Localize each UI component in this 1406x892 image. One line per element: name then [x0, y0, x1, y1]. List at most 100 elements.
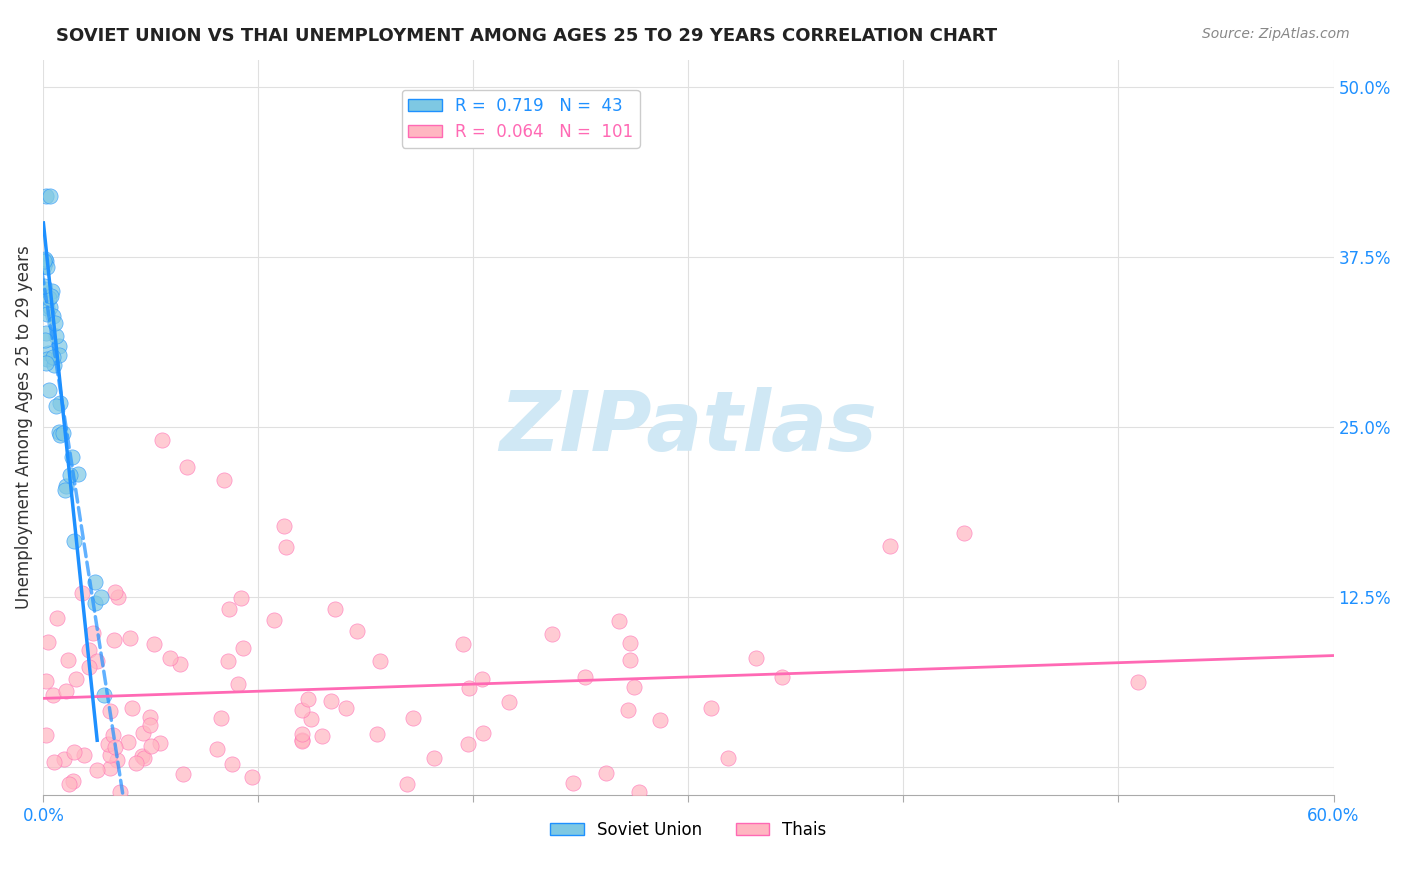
Point	[402, 710, 425, 724]
Point	[172, 766, 194, 780]
Point	[84, 596, 107, 610]
Point	[1128, 675, 1150, 690]
Point	[118, 631, 141, 645]
Point	[472, 725, 495, 739]
Point	[619, 636, 641, 650]
Point	[879, 539, 901, 553]
Point	[35, 301, 58, 315]
Point	[65, 672, 87, 686]
Point	[66, 467, 89, 481]
Point	[100, 761, 122, 775]
Point	[55, 683, 77, 698]
Point	[150, 433, 173, 447]
Point	[139, 718, 162, 732]
Point	[82, 625, 104, 640]
Point	[159, 651, 181, 665]
Point	[83, 575, 105, 590]
Point	[231, 591, 253, 605]
Point	[53, 483, 76, 497]
Point	[34, 254, 56, 268]
Point	[35, 253, 58, 268]
Point	[619, 653, 641, 667]
Point	[212, 474, 235, 488]
Point	[226, 677, 249, 691]
Point	[616, 703, 638, 717]
Text: Source: ZipAtlas.com: Source: ZipAtlas.com	[1202, 27, 1350, 41]
Point	[70, 586, 93, 600]
Point	[93, 688, 115, 702]
Point	[104, 584, 127, 599]
Point	[263, 614, 285, 628]
Point	[770, 670, 793, 684]
Point	[63, 533, 86, 548]
Y-axis label: Unemployment Among Ages 25 to 29 years: Unemployment Among Ages 25 to 29 years	[15, 245, 32, 609]
Point	[125, 756, 148, 770]
Point	[395, 777, 418, 791]
Point	[368, 654, 391, 668]
Point	[37, 346, 59, 360]
Point	[595, 765, 617, 780]
Point	[48, 428, 70, 442]
Point	[744, 651, 766, 665]
Text: ZIPatlas: ZIPatlas	[499, 386, 877, 467]
Point	[498, 695, 520, 709]
Point	[77, 659, 100, 673]
Point	[52, 425, 75, 440]
Point	[37, 635, 59, 649]
Point	[346, 624, 368, 638]
Point	[139, 739, 162, 754]
Point	[217, 654, 239, 668]
Point	[37, 260, 59, 274]
Point	[63, 745, 86, 759]
Point	[42, 309, 65, 323]
Point	[98, 704, 121, 718]
Point	[38, 291, 60, 305]
Point	[35, 326, 58, 340]
Point	[44, 316, 66, 330]
Point	[110, 785, 132, 799]
Point	[648, 714, 671, 728]
Point	[453, 637, 475, 651]
Point	[48, 348, 70, 362]
Point	[90, 590, 112, 604]
Point	[471, 672, 494, 686]
Point	[103, 727, 125, 741]
Point	[48, 395, 70, 409]
Point	[232, 641, 254, 656]
Point	[242, 770, 264, 784]
Point	[38, 188, 60, 202]
Point	[299, 712, 322, 726]
Point	[541, 626, 564, 640]
Point	[42, 350, 65, 364]
Point	[104, 740, 127, 755]
Point	[53, 752, 76, 766]
Point	[699, 701, 721, 715]
Point	[34, 278, 56, 293]
Point	[325, 602, 347, 616]
Point	[574, 669, 596, 683]
Point	[221, 757, 243, 772]
Point	[86, 763, 108, 777]
Point	[218, 602, 240, 616]
Point	[291, 726, 314, 740]
Point	[149, 736, 172, 750]
Point	[41, 284, 63, 298]
Point	[58, 777, 80, 791]
Point	[291, 703, 314, 717]
Point	[45, 400, 67, 414]
Point	[46, 611, 69, 625]
Point	[143, 637, 166, 651]
Point	[97, 737, 120, 751]
Point	[35, 352, 58, 367]
Point	[73, 747, 96, 762]
Point	[34, 259, 56, 273]
Point	[335, 701, 357, 715]
Point	[48, 339, 70, 353]
Point	[42, 688, 65, 702]
Point	[34, 728, 56, 742]
Point	[34, 252, 56, 266]
Point	[34, 333, 56, 347]
Point	[77, 643, 100, 657]
Point	[169, 657, 191, 671]
Point	[34, 282, 56, 296]
